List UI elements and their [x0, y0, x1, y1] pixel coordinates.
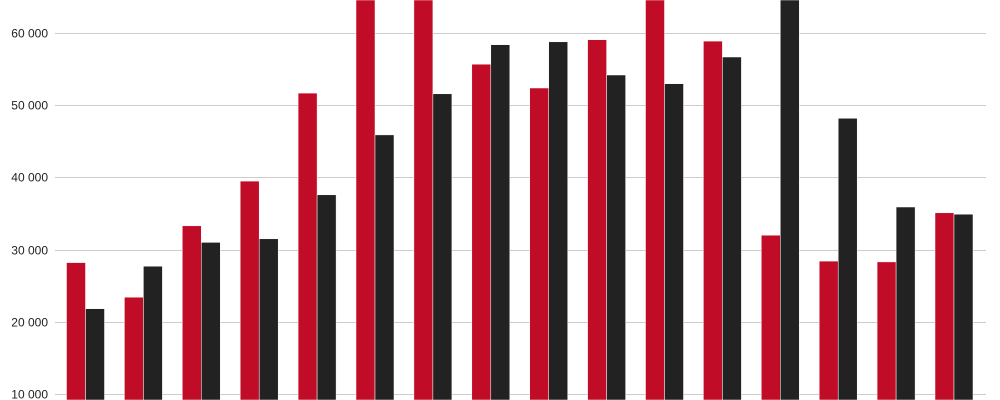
bar-series1-10: [587, 39, 607, 400]
bars-layer: [66, 0, 974, 400]
bar-series2-4: [258, 238, 279, 400]
bar-series1-7: [413, 0, 434, 400]
y-tick-label-2: 30 000: [11, 244, 48, 258]
bar-series2-2: [143, 265, 163, 400]
y-tick-label-3: 40 000: [11, 171, 48, 185]
bar-series2-5: [316, 194, 337, 400]
bar-series1-15: [876, 261, 897, 400]
bar-series1-1: [66, 262, 86, 400]
bar-series2-10: [606, 74, 626, 400]
y-tick-label-4: 50 000: [11, 99, 48, 113]
bar-series1-9: [529, 87, 549, 400]
y-tick-label-0: 10 000: [11, 388, 48, 400]
bar-series1-6: [355, 0, 376, 400]
bar-series2-15: [895, 206, 916, 400]
bar-series2-16: [953, 213, 974, 400]
bar-series1-14: [818, 260, 839, 400]
bar-series2-7: [432, 93, 453, 400]
y-tick-label-5: 60 000: [11, 27, 48, 41]
bar-series1-4: [239, 180, 260, 400]
bar-series2-9: [548, 41, 568, 400]
bar-series2-3: [201, 242, 221, 400]
bar-series1-12: [703, 40, 723, 400]
bar-series2-1: [85, 308, 105, 400]
bar-series1-8: [471, 63, 492, 400]
bar-series1-3: [182, 225, 202, 400]
bar-series1-5: [297, 92, 318, 400]
bar-series1-2: [124, 296, 144, 400]
bar-series2-14: [837, 118, 858, 400]
bar-series2-6: [374, 134, 395, 400]
bar-series1-13: [761, 234, 781, 400]
bar-series2-8: [490, 44, 511, 400]
bar-series1-16: [934, 212, 955, 400]
bar-series2-11: [664, 83, 684, 400]
bar-series2-13: [780, 0, 800, 400]
bar-series2-12: [722, 56, 742, 400]
y-tick-label-1: 20 000: [11, 316, 48, 330]
bar-series1-11: [645, 0, 665, 400]
y-axis-labels: 10 000 20 000 30 000 40 000 50 000 60 000: [11, 27, 48, 400]
